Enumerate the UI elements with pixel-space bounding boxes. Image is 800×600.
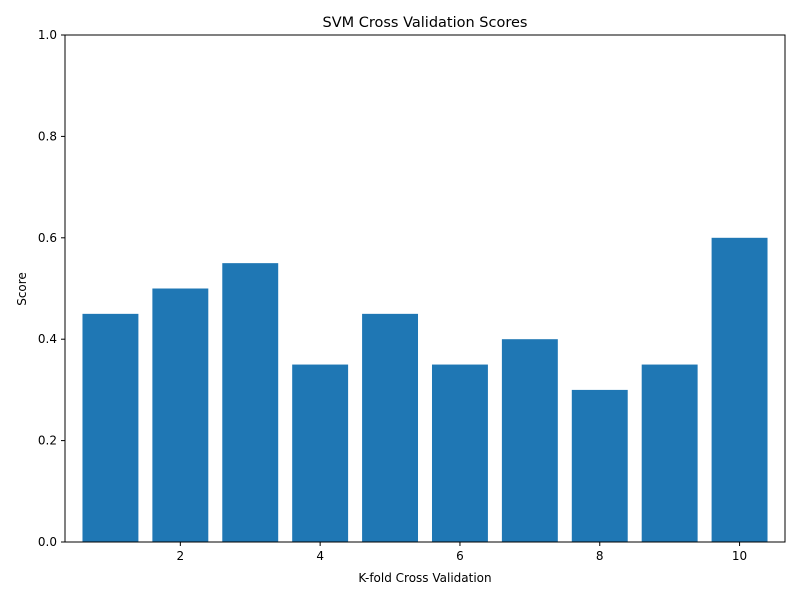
- y-tick-label: 0.8: [38, 129, 57, 143]
- plot-frame: [64, 34, 786, 543]
- y-tick-label: 0.4: [38, 332, 57, 346]
- x-tick-label: 10: [732, 549, 747, 563]
- bar-5: [362, 313, 419, 542]
- x-tick-label: 4: [316, 549, 324, 563]
- bar-4: [292, 364, 349, 542]
- y-ticks-group: 0.0 0.2 0.4 0.6 0.8 1.0: [38, 28, 65, 549]
- y-tick-label: 0.0: [38, 535, 57, 549]
- axes-group: [64, 34, 786, 543]
- x-tick-label: 6: [456, 549, 464, 563]
- x-tick-label: 8: [596, 549, 604, 563]
- bar-6: [431, 364, 488, 542]
- bar-7: [501, 339, 558, 542]
- y-tick-label: 1.0: [38, 28, 57, 42]
- bars-group: [82, 237, 768, 543]
- chart-title: SVM Cross Validation Scores: [323, 15, 528, 31]
- bar-1: [82, 313, 139, 542]
- x-ticks-group: 2 4 6 8 10: [177, 542, 747, 563]
- bar-9: [641, 364, 698, 542]
- bar-10: [711, 237, 768, 543]
- bar-8: [571, 389, 628, 542]
- x-axis-label: K-fold Cross Validation: [358, 571, 491, 585]
- bar-3: [222, 263, 279, 542]
- y-tick-label: 0.2: [38, 434, 57, 448]
- y-tick-label: 0.6: [38, 231, 57, 245]
- y-axis-label: Score: [15, 272, 29, 306]
- x-tick-label: 2: [177, 549, 185, 563]
- bar-2: [152, 288, 209, 542]
